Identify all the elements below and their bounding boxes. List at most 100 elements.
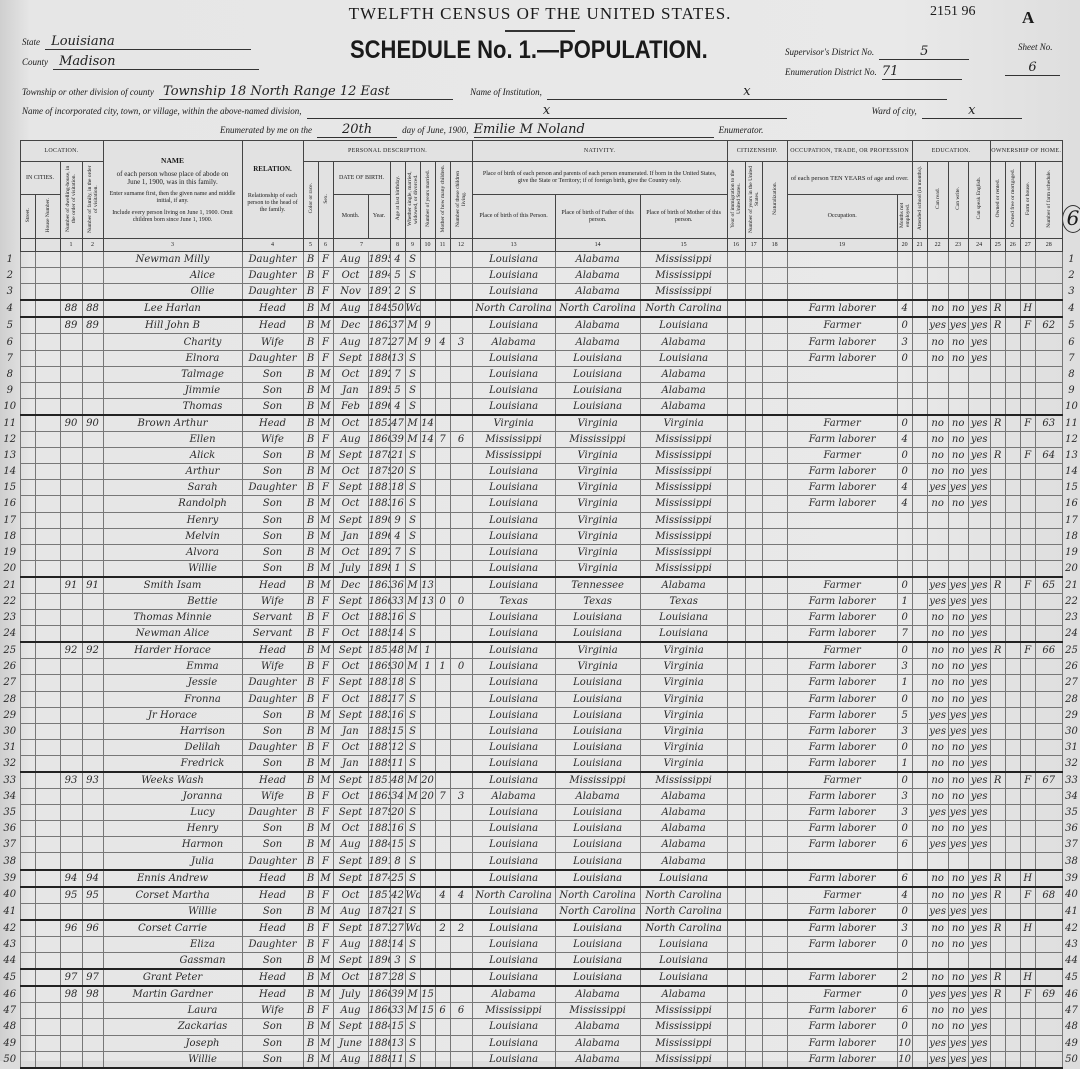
farm-schedule-cell <box>1034 543 1063 561</box>
table-row: 7ElnoraDaughterBFSept188613SLouisianaLou… <box>0 349 1080 367</box>
occupation-cell: Farmer <box>786 771 898 790</box>
birthplace-cell: Louisiana <box>471 722 556 740</box>
occupation-cell <box>786 952 898 971</box>
sex-cell: M <box>317 985 334 1004</box>
can-write-cell: no <box>947 1018 969 1036</box>
father-birthplace-cell: Virginia <box>554 527 641 545</box>
marital-cell: S <box>404 1034 421 1052</box>
table-row: 41WillieSonBMAug187821SLouisianaNorth Ca… <box>0 902 1080 921</box>
month-cell: July <box>332 559 369 578</box>
can-write-cell <box>947 952 969 971</box>
occupation-cell: Farm laborer <box>786 869 898 888</box>
name-cell: Newman Milly <box>102 250 243 269</box>
can-read-cell <box>926 543 949 561</box>
age-header: Age at last birthday. <box>389 161 406 239</box>
relation-cell: Wife <box>241 658 304 676</box>
years-married-cell <box>419 886 436 904</box>
line-number-right: 25 <box>1065 645 1078 657</box>
birthplace-cell: Louisiana <box>471 365 556 383</box>
year-cell: 1879 <box>367 463 391 481</box>
naturalization-cell <box>761 283 788 302</box>
mother-birthplace-cell: North Carolina <box>639 919 728 937</box>
sex-cell: M <box>317 722 334 740</box>
months-unemployed-cell <box>896 543 913 561</box>
line-number-right: 33 <box>1065 774 1078 786</box>
mother-birthplace-cell: Louisiana <box>639 968 728 988</box>
years-married-cell <box>419 447 436 465</box>
name-cell: Talmage <box>102 365 243 383</box>
mother-of-cell <box>434 952 451 971</box>
month-cell: Oct <box>332 690 369 708</box>
school-cell <box>911 1002 928 1020</box>
mother-of-cell <box>434 576 451 594</box>
years-in-us-cell <box>744 447 763 465</box>
free-mortgaged-cell <box>1004 1050 1021 1069</box>
dwelling-cell: 98 <box>59 985 83 1004</box>
occupation-cell: Farm laborer <box>786 479 898 497</box>
city-label: Name of incorporated city, town, or vill… <box>22 106 302 116</box>
occupation-description: of each person TEN YEARS of age and over… <box>786 161 913 195</box>
owned-rented-cell <box>989 349 1006 367</box>
birthplace-father-header: Place of birth of Father of this person. <box>554 194 641 239</box>
farm-schedule-cell: 63 <box>1034 414 1063 433</box>
mother-of-cell <box>434 852 451 871</box>
family-cell <box>81 447 104 465</box>
street-cell <box>19 431 36 449</box>
line-number-right: 7 <box>1068 352 1075 364</box>
father-birthplace-cell: Louisiana <box>554 952 641 971</box>
month-cell: Aug <box>332 902 369 921</box>
free-mortgaged-cell <box>1004 641 1021 660</box>
free-mortgaged-cell <box>1004 625 1021 644</box>
owned-rented-cell <box>989 479 1006 497</box>
name-cell: Harmon <box>102 836 243 854</box>
school-label: Attended school (in months). <box>916 166 923 231</box>
city-field: Name of incorporated city, town, or vill… <box>22 99 1022 119</box>
birthplace-cell: Louisiana <box>471 397 556 416</box>
can-speak-english-cell: yes <box>967 919 991 937</box>
marital-cell: S <box>404 479 421 497</box>
immigration-cell <box>726 935 746 954</box>
year-cell: 1883 <box>367 609 391 627</box>
line-number-left: 45 <box>3 972 17 984</box>
table-row: 18MelvinSonBMJan18964SLouisianaVirginiaM… <box>0 527 1080 545</box>
color-cell: B <box>302 495 319 513</box>
street-label: Street. <box>24 207 31 223</box>
owned-rented-cell <box>989 250 1006 269</box>
line-number-left: 1 <box>6 254 13 266</box>
can-write-cell: no <box>947 463 969 481</box>
years-married-cell <box>419 397 436 416</box>
line-number-right: 26 <box>1065 661 1078 673</box>
year-cell: 1849 <box>367 299 391 319</box>
owned-rented-cell: R <box>989 316 1006 335</box>
relation-description: Relationship of each person to the head … <box>247 192 298 213</box>
can-read-cell <box>926 267 949 285</box>
color-cell: B <box>302 754 319 773</box>
owned-rented-cell <box>989 592 1006 611</box>
months-unemployed-cell: 4 <box>896 299 913 319</box>
birthplace-cell: Louisiana <box>471 625 556 644</box>
age-cell: 27 <box>389 919 406 937</box>
years-married-cell <box>419 968 436 988</box>
can-write-cell <box>947 365 969 383</box>
dwelling-cell <box>59 333 83 351</box>
color-cell: B <box>302 820 319 838</box>
dwelling-cell <box>59 754 83 773</box>
color-cell: B <box>302 250 319 269</box>
relation-cell: Daughter <box>241 283 304 302</box>
mother-birthplace-cell: North Carolina <box>639 886 728 904</box>
farm-schedule-cell: 68 <box>1034 886 1063 904</box>
birthplace-cell: Louisiana <box>471 511 556 529</box>
can-write-cell <box>947 543 969 561</box>
can-write-cell: no <box>947 609 969 627</box>
months-unemployed-cell: 4 <box>896 495 913 513</box>
school-cell <box>911 674 928 692</box>
immigration-cell <box>726 592 746 611</box>
family-cell <box>81 836 104 854</box>
month-cell: Sept <box>332 674 369 692</box>
free-mortgaged-cell <box>1004 381 1021 399</box>
can-write-cell: no <box>947 771 969 790</box>
can-speak-english-cell: yes <box>967 431 991 449</box>
relation-cell: Son <box>241 527 304 545</box>
mother-birthplace-cell: Mississippi <box>639 1018 728 1036</box>
